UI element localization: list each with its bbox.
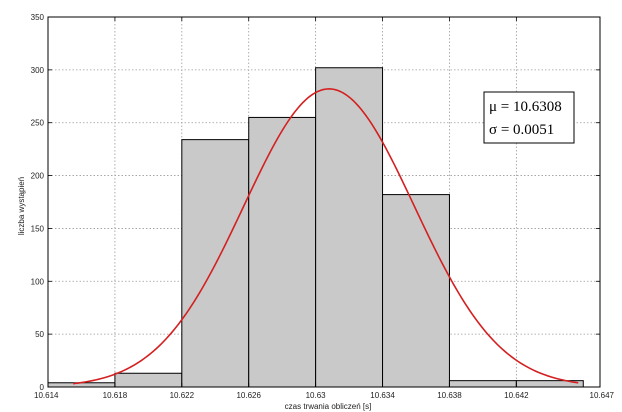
y-tick-label: 150 bbox=[31, 224, 45, 233]
y-tick-label: 200 bbox=[31, 172, 45, 181]
histogram-bar-2 bbox=[114, 372, 183, 388]
x-tick-label: 10.638 bbox=[437, 391, 462, 400]
x-axis-label: czas trwania obliczeń [s] bbox=[285, 402, 372, 411]
stats-box bbox=[483, 91, 575, 144]
stats-annotation: μ = 10.6308 σ = 0.0051 bbox=[483, 91, 575, 144]
y-tick-label: 100 bbox=[31, 277, 45, 286]
mu-text: μ = 10.6308 bbox=[489, 99, 562, 115]
histogram-bar-5 bbox=[315, 67, 384, 388]
x-tick-label: 10.622 bbox=[170, 391, 195, 400]
sigma-text: σ = 0.0051 bbox=[489, 122, 554, 138]
x-tick-label: 10.634 bbox=[370, 391, 395, 400]
histogram-bar-6 bbox=[382, 194, 450, 388]
y-axis-label: liczba wystąpień bbox=[17, 177, 26, 235]
x-tick-label: 10.642 bbox=[504, 391, 529, 400]
x-tick-label: 10.647 bbox=[590, 391, 615, 400]
x-tick-label: 10.63 bbox=[306, 391, 327, 400]
histogram-bar-7 bbox=[448, 380, 517, 388]
plot-frame bbox=[47, 16, 601, 388]
y-tick-label: 250 bbox=[31, 119, 45, 128]
fit-curve-layer bbox=[72, 88, 579, 385]
y-tick-label: 300 bbox=[31, 66, 45, 75]
y-tick-label: 350 bbox=[31, 13, 45, 22]
x-tick-label: 10.618 bbox=[103, 391, 128, 400]
x-tick-label: 10.614 bbox=[34, 391, 59, 400]
ticks-layer: 0 50 100 150 200 250 300 350 10.614 10.618 10.622 1… bbox=[31, 13, 615, 400]
y-tick-label: 0 bbox=[40, 383, 45, 392]
histogram-bar-1 bbox=[47, 382, 116, 388]
histogram-bar-4 bbox=[248, 116, 317, 388]
x-tick-label: 10.626 bbox=[236, 391, 261, 400]
y-tick-label: 50 bbox=[35, 330, 44, 339]
normal-fit-curve bbox=[72, 88, 579, 385]
